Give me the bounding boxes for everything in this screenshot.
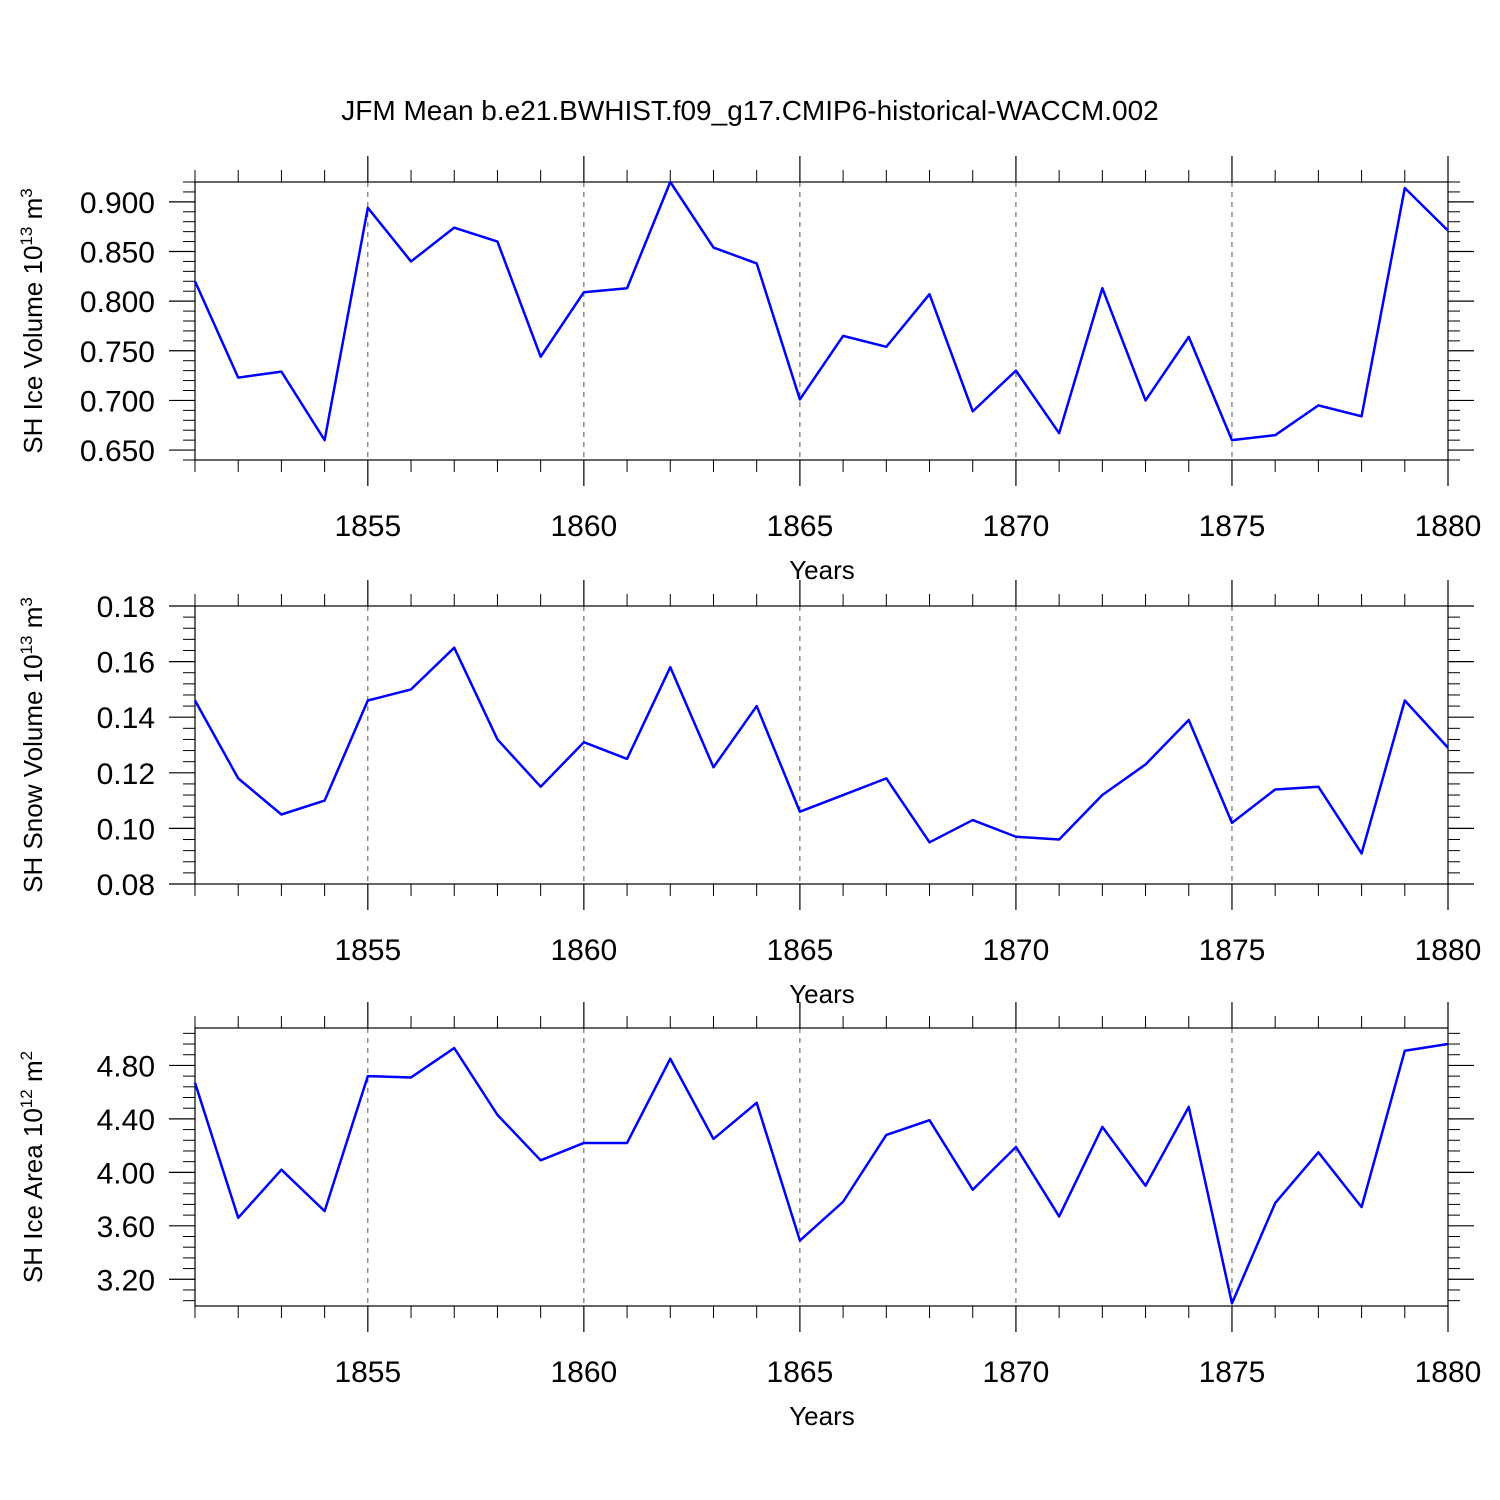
x-axis-label: Years: [789, 1401, 855, 1431]
x-tick-label: 1880: [1415, 934, 1482, 967]
x-tick-label: 1880: [1415, 1356, 1482, 1389]
x-tick-label: 1870: [983, 934, 1050, 967]
x-tick-label: 1875: [1199, 510, 1266, 543]
panel-3: 3.20 3.60 4.00 4.40 4.80 1855 1860 1865 1870 1875…: [17, 1002, 1481, 1431]
x-tick-label: 1860: [550, 934, 617, 967]
y-tick-label: 0.650: [80, 435, 155, 468]
y-tick-label: 4.80: [97, 1050, 155, 1083]
x-tick-label: 1875: [1199, 934, 1266, 967]
plot-frame: [194, 605, 1449, 885]
y-axis-label: SH Snow Volume 1013 m3: [17, 597, 48, 893]
x-tick-label: 1870: [983, 1356, 1050, 1389]
y-tick-label: 0.900: [80, 187, 155, 220]
chart-title: JFM Mean b.e21.BWHIST.f09_g17.CMIP6-hist…: [341, 95, 1158, 126]
x-axis-label: Years: [789, 979, 855, 1009]
x-tick-label: 1865: [767, 510, 834, 543]
plot-frame: [194, 181, 1449, 461]
y-tick-label: 0.14: [97, 702, 155, 735]
plot-frame: [194, 1027, 1449, 1307]
x-tick-label: 1865: [767, 1356, 834, 1389]
series-line: [193, 646, 1449, 855]
x-tick-label: 1875: [1199, 1356, 1266, 1389]
panel-1: 0.650 0.700 0.750 0.800 0.850 0.900 1855 1860 18…: [17, 156, 1481, 585]
x-tick-label: 1860: [550, 510, 617, 543]
y-tick-label: 0.12: [97, 758, 155, 791]
y-tick-label: 0.18: [97, 591, 155, 624]
series-line: [193, 180, 1449, 442]
x-tick-label: 1865: [767, 934, 834, 967]
x-tick-label: 1860: [550, 1356, 617, 1389]
y-tick-label: 0.850: [80, 237, 155, 270]
y-tick-label: 0.700: [80, 385, 155, 418]
y-tick-label: 0.16: [97, 647, 155, 680]
y-tick-label: 0.750: [80, 336, 155, 369]
x-axis-label: Years: [789, 555, 855, 585]
y-tick-label: 4.40: [97, 1104, 155, 1137]
x-tick-label: 1880: [1415, 510, 1482, 543]
series-line: [193, 1042, 1449, 1305]
y-tick-label: 3.20: [97, 1264, 155, 1297]
y-tick-label: 0.800: [80, 286, 155, 319]
y-tick-label: 0.08: [97, 869, 155, 902]
panel-2: 0.08 0.10 0.12 0.14 0.16 0.18 1855 1860 1865 1870…: [17, 580, 1481, 1009]
y-axis-label: SH Ice Area 1012 m2: [17, 1051, 48, 1283]
y-tick-label: 4.00: [97, 1157, 155, 1190]
y-axis-label: SH Ice Volume 1013 m3: [17, 188, 48, 453]
x-tick-label: 1855: [334, 1356, 401, 1389]
x-tick-label: 1855: [334, 510, 401, 543]
y-tick-label: 0.10: [97, 813, 155, 846]
x-tick-label: 1855: [334, 934, 401, 967]
x-tick-label: 1870: [983, 510, 1050, 543]
y-tick-label: 3.60: [97, 1211, 155, 1244]
